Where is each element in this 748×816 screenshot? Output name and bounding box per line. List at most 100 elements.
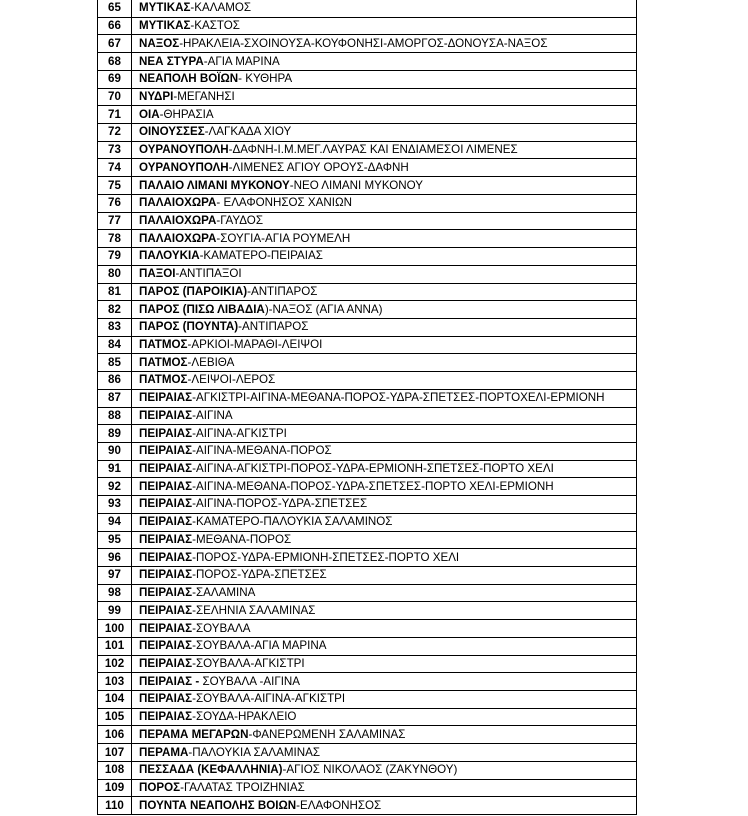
route-cell: ΠΕΙΡΑΙΑΣ-ΑΙΓΙΝΑ-ΑΓΚΙΣΤΡΙ	[131, 424, 637, 443]
table-row: 93 ΠΕΙΡΑΙΑΣ-ΑΙΓΙΝΑ-ΠΟΡΟΣ-ΥΔΡΑ-ΣΠΕΤΣΕΣ	[97, 495, 637, 514]
route-cell: ΠΑΛΑΙΟΧΩΡΑ-ΣΟΥΓΙΑ-ΑΓΙΑ ΡΟΥΜΕΛΗ	[131, 229, 637, 249]
route-cell: ΠΕΙΡΑΙΑΣ-ΜΕΘΑΝΑ-ΠΟΡΟΣ	[131, 530, 637, 550]
row-number: 71	[97, 105, 132, 125]
route-cell: ΠΑΡΟΣ (ΠΟΥΝΤΑ)-ΑΝΤΙΠΑΡΟΣ	[131, 317, 637, 337]
route-destinations: -ΓΑΛΑΤΑΣ ΤΡΟΙΖΗΝΙΑΣ	[180, 780, 305, 794]
route-destinations: -ΦΑΝΕΡΩΜΕΝΗ ΣΑΛΑΜΙΝΑΣ	[248, 727, 406, 741]
route-origin: ΟΥΡΑΝΟΥΠΟΛΗ	[139, 143, 229, 157]
route-destinations: ΣΟΥΒΑΛΑ -ΑΙΓΙΝΑ	[199, 674, 301, 688]
table-row: 65 ΜΥΤΙΚΑΣ-ΚΑΛΑΜΟΣ	[97, 0, 637, 18]
row-number: 89	[97, 424, 132, 443]
route-cell: ΠΕΙΡΑΙΑΣ-ΣΟΥΒΑΛΑ-ΑΓΙΑ ΜΑΡΙΝΑ	[131, 636, 637, 656]
route-origin: ΠΕΙΡΑΙΑΣ	[139, 532, 193, 546]
table-row: 90 ΠΕΙΡΑΙΑΣ-ΑΙΓΙΝΑ-ΜΕΘΑΝΑ-ΠΟΡΟΣ	[97, 441, 637, 461]
route-origin: ΠΟΡΟΣ	[139, 780, 181, 794]
row-number: 101	[97, 636, 132, 656]
table-row: 108 ΠΕΣΣΑΔΑ (ΚΕΦΑΛΛΗΝΙΑ)-ΑΓΙΟΣ ΝΙΚΟΛΑΟΣ (…	[97, 760, 637, 780]
route-destinations: -ΚΑΜΑΤΕΡΟ-ΠΑΛΟΥΚΙΑ ΣΑΛΑΜΙΝΟΣ	[192, 515, 393, 529]
route-destinations: -ΚΑΜΑΤΕΡΟ-ΠΕΙΡΑΙΑΣ	[199, 249, 323, 263]
route-origin: ΠΕΙΡΑΙΑΣ	[139, 462, 193, 476]
table-row: 92 ΠΕΙΡΑΙΑΣ-ΑΙΓΙΝΑ-ΜΕΘΑΝΑ-ΠΟΡΟΣ-ΥΔΡΑ-ΣΠΕΤ…	[97, 477, 637, 497]
row-number: 96	[97, 548, 132, 567]
route-destinations: -ΑΓΚΙΣΤΡΙ-ΑΙΓΙΝΑ-ΜΕΘΑΝΑ-ΠΟΡΟΣ-ΥΔΡΑ-ΣΠΕΤΣ…	[192, 391, 605, 405]
route-origin: ΝΕΑΠΟΛΗ ΒΟΪΩΝ	[139, 72, 239, 86]
route-destinations: -ΗΡΑΚΛΕΙΑ-ΣΧΟΙΝΟΥΣΑ-ΚΟΥΦΟΝΗΣΙ-ΑΜΟΡΓΟΣ-ΔΟ…	[179, 36, 548, 50]
table-row: 102 ΠΕΙΡΑΙΑΣ-ΣΟΥΒΑΛΑ-ΑΓΚΙΣΤΡΙ	[97, 654, 637, 674]
row-number: 86	[97, 371, 132, 390]
route-cell: ΠΕΙΡΑΙΑΣ-ΣΟΥΒΑΛΑ	[131, 619, 637, 638]
table-row: 75 ΠΑΛΑΙΟ ΛΙΜΑΝΙ ΜΥΚΟΝΟΥ-ΝΕΟ ΛΙΜΑΝΙ ΜΥΚΟΝ…	[97, 176, 637, 195]
route-cell: ΠΕΙΡΑΙΑΣ - ΣΟΥΒΑΛΑ -ΑΙΓΙΝΑ	[131, 672, 637, 692]
table-row: 73 ΟΥΡΑΝΟΥΠΟΛΗ-ΔΑΦΝΗ-Ι.Μ.ΜΕΓ.ΛΑΥΡΑΣ ΚΑΙ Ε…	[97, 140, 637, 160]
route-cell: ΠΕΙΡΑΙΑΣ-ΣΟΥΒΑΛΑ-ΑΙΓΙΝΑ-ΑΓΚΙΣΤΡΙ	[131, 690, 637, 709]
table-row: 85 ΠΑΤΜΟΣ-ΛΕΒΙΘΑ	[97, 353, 637, 373]
table-row: 81 ΠΑΡΟΣ (ΠΑΡΟΙΚΙΑ)-ΑΝΤΙΠΑΡΟΣ	[97, 282, 637, 302]
route-destinations: -ΣΕΛΗΝΙΑ ΣΑΛΑΜΙΝΑΣ	[192, 603, 316, 617]
row-number: 70	[97, 87, 132, 107]
route-destinations: -ΣΟΥΒΑΛΑ	[192, 621, 251, 635]
row-number: 105	[97, 707, 132, 727]
table-row: 70 ΝΥΔΡΙ-ΜΕΓΑΝΗΣΙ	[97, 87, 637, 107]
route-cell: ΠΕΙΡΑΙΑΣ-ΑΙΓΙΝΑ	[131, 406, 637, 426]
route-cell: ΠΑΤΜΟΣ-ΑΡΚΙΟΙ-ΜΑΡΑΘΙ-ΛΕΙΨΟΙ	[131, 335, 637, 355]
row-number: 103	[97, 672, 132, 692]
table-row: 88 ΠΕΙΡΑΙΑΣ-ΑΙΓΙΝΑ	[97, 406, 637, 426]
table-row: 78 ΠΑΛΑΙΟΧΩΡΑ-ΣΟΥΓΙΑ-ΑΓΙΑ ΡΟΥΜΕΛΗ	[97, 229, 637, 249]
row-number: 65	[97, 0, 132, 18]
row-number: 81	[97, 282, 132, 302]
route-destinations: -ΣΑΛΑΜΙΝΑ	[192, 586, 256, 600]
table-row: 66 ΜΥΤΙΚΑΣ-ΚΑΣΤΟΣ	[97, 16, 637, 36]
route-origin: ΠΑΛΑΙΟΧΩΡΑ	[139, 196, 217, 210]
route-cell: ΜΥΤΙΚΑΣ-ΚΑΣΤΟΣ	[131, 16, 637, 36]
route-cell: ΠΕΙΡΑΙΑΣ-ΣΕΛΗΝΙΑ ΣΑΛΑΜΙΝΑΣ	[131, 601, 637, 621]
route-destinations: - ΕΛΑΦΟΝΗΣΟΣ ΧΑΝΙΩΝ	[216, 196, 353, 210]
route-cell: ΠΕΙΡΑΙΑΣ-ΣΟΥΒΑΛΑ-ΑΓΚΙΣΤΡΙ	[131, 654, 637, 674]
table-row: 97 ΠΕΙΡΑΙΑΣ-ΠΟΡΟΣ-ΥΔΡΑ-ΣΠΕΤΣΕΣ	[97, 566, 637, 585]
route-destinations: -ΓΑΥΔΟΣ	[216, 213, 263, 227]
route-destinations: -ΑΙΓΙΝΑ	[192, 408, 233, 422]
table-row: 99 ΠΕΙΡΑΙΑΣ-ΣΕΛΗΝΙΑ ΣΑΛΑΜΙΝΑΣ	[97, 601, 637, 621]
row-number: 87	[97, 388, 132, 408]
route-destinations: -ΜΕΓΑΝΗΣΙ	[173, 89, 235, 103]
route-origin: ΜΥΤΙΚΑΣ	[139, 1, 191, 15]
row-number: 84	[97, 335, 132, 355]
route-destinations: -ΣΟΥΒΑΛΑ-ΑΙΓΙΝΑ-ΑΓΚΙΣΤΡΙ	[192, 692, 346, 706]
table-row: 104 ΠΕΙΡΑΙΑΣ-ΣΟΥΒΑΛΑ-ΑΙΓΙΝΑ-ΑΓΚΙΣΤΡΙ	[97, 690, 637, 709]
route-cell: ΠΕΙΡΑΙΑΣ-ΑΙΓΙΝΑ-ΜΕΘΑΝΑ-ΠΟΡΟΣ	[131, 441, 637, 461]
row-number: 94	[97, 512, 132, 532]
route-destinations: -ΑΙΓΙΝΑ-ΜΕΘΑΝΑ-ΠΟΡΟΣ	[192, 444, 332, 458]
route-cell: ΠΕΡΑΜΑ-ΠΑΛΟΥΚΙΑ ΣΑΛΑΜΙΝΑΣ	[131, 743, 637, 762]
table-row: 100 ΠΕΙΡΑΙΑΣ-ΣΟΥΒΑΛΑ	[97, 619, 637, 638]
row-number: 91	[97, 459, 132, 479]
row-number: 107	[97, 743, 132, 762]
route-origin: ΠΑΤΜΟΣ	[139, 338, 188, 352]
route-origin: ΠΑΛΟΥΚΙΑ	[139, 249, 200, 263]
route-destinations: )-ΝΑΞΟΣ (ΑΓΙΑ ΑΝΝΑ)	[264, 302, 383, 316]
route-origin: ΠΑΡΟΣ (ΠΟΥΝΤΑ)	[139, 320, 239, 334]
row-number: 75	[97, 176, 132, 195]
route-origin: ΟΙΝΟΥΣΣΕΣ	[139, 125, 205, 139]
row-number: 76	[97, 193, 132, 213]
route-cell: ΠΕΙΡΑΙΑΣ-ΑΓΚΙΣΤΡΙ-ΑΙΓΙΝΑ-ΜΕΘΑΝΑ-ΠΟΡΟΣ-ΥΔ…	[131, 388, 637, 408]
row-number: 69	[97, 69, 132, 89]
route-origin: ΠΑΤΜΟΣ	[139, 373, 188, 387]
row-number: 72	[97, 123, 132, 142]
table-row: 69 ΝΕΑΠΟΛΗ ΒΟΪΩΝ- ΚΥΘΗΡΑ	[97, 69, 637, 89]
route-cell: ΠΕΙΡΑΙΑΣ-ΑΙΓΙΝΑ-ΠΟΡΟΣ-ΥΔΡΑ-ΣΠΕΤΣΕΣ	[131, 495, 637, 514]
route-origin: ΠΕΙΡΑΙΑΣ	[139, 408, 193, 422]
table-row: 86 ΠΑΤΜΟΣ-ΛΕΙΨΟΙ-ΛΕΡΟΣ	[97, 371, 637, 390]
row-number: 77	[97, 211, 132, 231]
table-row: 101 ΠΕΙΡΑΙΑΣ-ΣΟΥΒΑΛΑ-ΑΓΙΑ ΜΑΡΙΝΑ	[97, 636, 637, 656]
route-destinations: -ΑΙΓΙΝΑ-ΠΟΡΟΣ-ΥΔΡΑ-ΣΠΕΤΣΕΣ	[192, 497, 368, 511]
route-cell: ΠΑΛΑΙΟΧΩΡΑ-ΓΑΥΔΟΣ	[131, 211, 637, 231]
table-row: 68 ΝΕΑ ΣΤΥΡΑ-ΑΓΙΑ ΜΑΡΙΝΑ	[97, 52, 637, 71]
route-origin: ΠΑΛΑΙΟ ΛΙΜΑΝΙ ΜΥΚΟΝΟΥ	[139, 178, 290, 192]
row-number: 98	[97, 583, 132, 603]
route-origin: ΠΕΙΡΑΙΑΣ	[139, 639, 193, 653]
row-number: 82	[97, 300, 132, 319]
row-number: 85	[97, 353, 132, 373]
route-origin: ΠΕΙΡΑΙΑΣ	[139, 497, 193, 511]
route-destinations: -ΑΙΓΙΝΑ-ΑΓΚΙΣΤΡΙ-ΠΟΡΟΣ-ΥΔΡΑ-ΕΡΜΙΟΝΗ-ΣΠΕΤ…	[192, 462, 554, 476]
row-number: 83	[97, 317, 132, 337]
route-destinations: -ΔΑΦΝΗ-Ι.Μ.ΜΕΓ.ΛΑΥΡΑΣ ΚΑΙ ΕΝΔΙΑΜΕΣΟΙ ΛΙΜ…	[228, 143, 518, 157]
